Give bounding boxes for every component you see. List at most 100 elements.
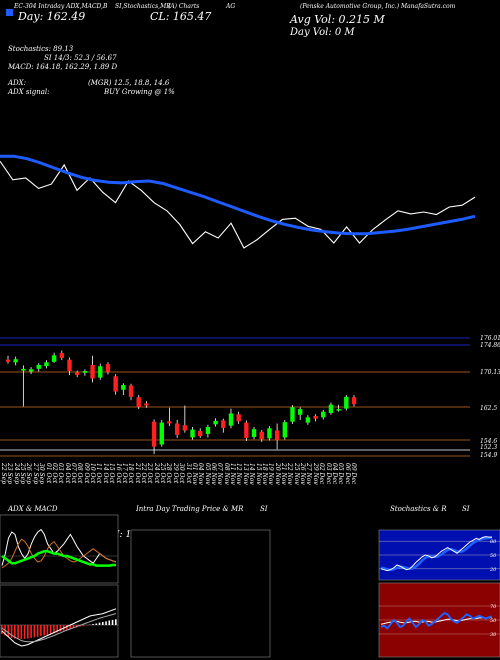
stoch-tick-label: 80 (490, 539, 497, 545)
candle-body (5, 359, 11, 362)
macd-hist-bar (82, 625, 85, 626)
candle-body (21, 368, 26, 371)
macd-hist-bar (115, 619, 117, 625)
candle-body (336, 409, 341, 411)
candle-body (244, 422, 249, 438)
candle-body (105, 364, 111, 372)
adx-readout: ADX: (8, 79, 27, 87)
macd-hist-bar (108, 620, 111, 625)
candle-body (121, 385, 126, 390)
candle-body (36, 364, 41, 369)
candle-body (228, 413, 234, 426)
intraday-panel-frame (130, 529, 271, 658)
rsi-tick-label: 30 (490, 632, 497, 638)
macd-hist-bar (1, 625, 3, 634)
intraday-panel-si: SI (260, 505, 268, 513)
intraday-panel-title: Intra Day Trading Price & MR (136, 505, 244, 513)
candle-body (328, 404, 334, 413)
macd-hist-bar (59, 625, 62, 632)
close-label: CL: 165.47 (150, 10, 212, 23)
macd-hist-bar (33, 625, 36, 638)
candle-body (82, 371, 88, 373)
macd-hist-bar (40, 625, 42, 637)
day-vol: Day Vol: 0 M (290, 27, 355, 38)
candle-body (205, 426, 211, 434)
candle-body (75, 372, 80, 375)
candle-body (297, 409, 303, 415)
candle-body (267, 428, 272, 439)
macd-hist-bar (111, 619, 114, 625)
macd-hist-bar (92, 624, 94, 625)
header-text-3: AG (226, 3, 236, 10)
header-text-0: EC-304 Intraday ADX,MACD,B (14, 3, 108, 10)
candle-body (67, 359, 72, 372)
macd-hist-bar (23, 625, 26, 639)
header-text-1: SI,Stochastics,MR (115, 3, 171, 10)
macd-readout: MACD: 164.18, 162.29, 1.89 D (8, 63, 118, 71)
mrsi-line (380, 611, 493, 630)
moving-average-line (0, 154, 476, 236)
avg-vol: Avg Vol: 0.215 M (290, 13, 385, 26)
candle-body (305, 417, 311, 423)
price-line (0, 160, 476, 249)
macd-hist-bar (46, 625, 49, 635)
macd-hist-bar (56, 625, 58, 633)
macd-hist-bar (66, 625, 68, 630)
macd-hist-bar (53, 625, 55, 634)
macd-hist-bar (17, 625, 19, 639)
price-level-label-0: 176.01 (480, 335, 500, 342)
signal-readout: BUY Growing @ 1% (104, 88, 175, 96)
macd-line (1, 608, 117, 647)
macd-hist-bar (7, 625, 10, 637)
price-level-label-2: 170.13 (480, 369, 500, 376)
candle-body (44, 362, 49, 367)
candle-body (313, 416, 318, 419)
macd-hist-bar (72, 625, 75, 628)
candle-body (28, 369, 34, 372)
macd-signal-line (1, 613, 117, 643)
adx-line (1, 549, 116, 567)
macd-panel-frame (0, 584, 119, 658)
stoch-tick-label: 20 (489, 567, 497, 573)
stoch-tick-label: 50 (490, 553, 497, 559)
candle-body (98, 366, 103, 378)
macd-hist-bar (20, 625, 23, 640)
candle-body (90, 364, 95, 379)
stoch-panel-si: SI (462, 505, 470, 513)
candle-body (344, 396, 349, 409)
price-level-label-4: 154.6 (480, 438, 497, 445)
macd-hist-bar (49, 625, 52, 635)
macd-hist-bar (69, 625, 71, 629)
macd-hist-bar (101, 622, 104, 625)
legend-square-icon (6, 9, 13, 16)
stoch-panel-title: Stochastics & R (390, 505, 447, 513)
candle-body (221, 420, 226, 428)
candle-body (259, 431, 264, 440)
candle-body (128, 385, 134, 397)
candle-body (282, 422, 287, 438)
adx-signal-label: ADX signal: (8, 88, 50, 96)
header-text-2: (A) Charts (168, 3, 200, 10)
candle-body (274, 430, 280, 441)
candle-body (321, 411, 326, 418)
si-readout: SI 14/3: 52.3 / 56.67 (44, 54, 117, 62)
candle-body (251, 429, 257, 438)
candle-body (174, 423, 180, 435)
candle-body (13, 359, 18, 363)
rsi-tick-label: 50 (490, 618, 497, 624)
rsi-tick-label: 70 (490, 604, 497, 610)
header-text-4: (Penske Automotive Group, Inc.) ManafaSu… (300, 3, 456, 10)
candle-body (351, 397, 357, 405)
candle-body (213, 420, 218, 425)
candle-body (182, 425, 188, 431)
candle-body (290, 407, 295, 422)
macd-hist-bar (105, 621, 107, 625)
adx-mid-readout: (MGR) 12.5, 18.8, 14.6 (88, 79, 170, 87)
stoch-k-line (380, 536, 492, 572)
macd-hist-bar (30, 625, 32, 638)
price-level-label-3: 162.5 (480, 405, 497, 412)
candle-body (144, 403, 149, 406)
stoch-d-line (380, 536, 493, 571)
macd-hist-bar (14, 625, 16, 639)
